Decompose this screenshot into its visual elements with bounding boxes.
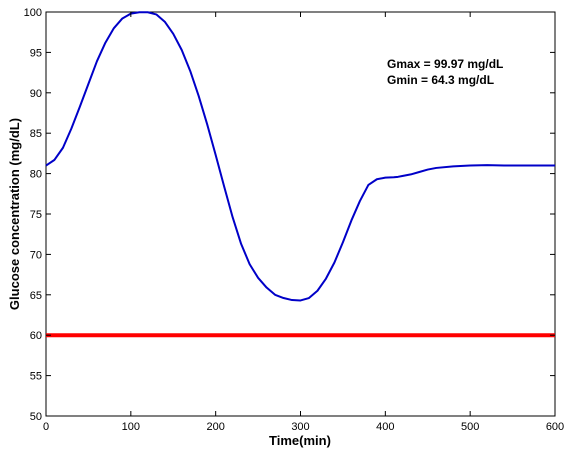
y-tick-label: 50 (30, 411, 42, 423)
y-axis-label: Glucose concentration (mg/dL) (7, 118, 22, 310)
x-tick-label: 0 (43, 421, 49, 433)
x-tick-label: 100 (122, 421, 140, 433)
y-tick-label: 60 (30, 330, 42, 342)
y-tick-label: 55 (30, 371, 42, 383)
y-tick-label: 75 (30, 209, 42, 221)
x-tick-label: 300 (291, 421, 309, 433)
tick-layer: 0 100 200 300 400 500 600 50 55 60 65 70 75 80 85 90 95 1… (24, 7, 564, 433)
y-tick-label: 80 (30, 169, 42, 181)
x-tick-label: 200 (206, 421, 224, 433)
x-axis-label: Time(min) (269, 433, 331, 448)
x-tick-label: 600 (546, 421, 564, 433)
series-glucose-line (45, 11, 555, 302)
annotation-gmin: Gmin = 64.3 mg/dL (387, 73, 494, 87)
y-tick-label: 85 (30, 128, 42, 140)
x-tick-label: 400 (376, 421, 394, 433)
y-tick-label: 95 (30, 47, 42, 59)
series-layer (45, 11, 555, 338)
x-tick-label: 500 (461, 421, 479, 433)
annotation-gmax: Gmax = 99.97 mg/dL (387, 57, 503, 71)
y-tick-label: 90 (30, 88, 42, 100)
plot-area (45, 11, 556, 417)
y-tick-label: 65 (30, 290, 42, 302)
y-tick-label: 100 (24, 7, 42, 19)
y-tick-label: 70 (30, 249, 42, 261)
